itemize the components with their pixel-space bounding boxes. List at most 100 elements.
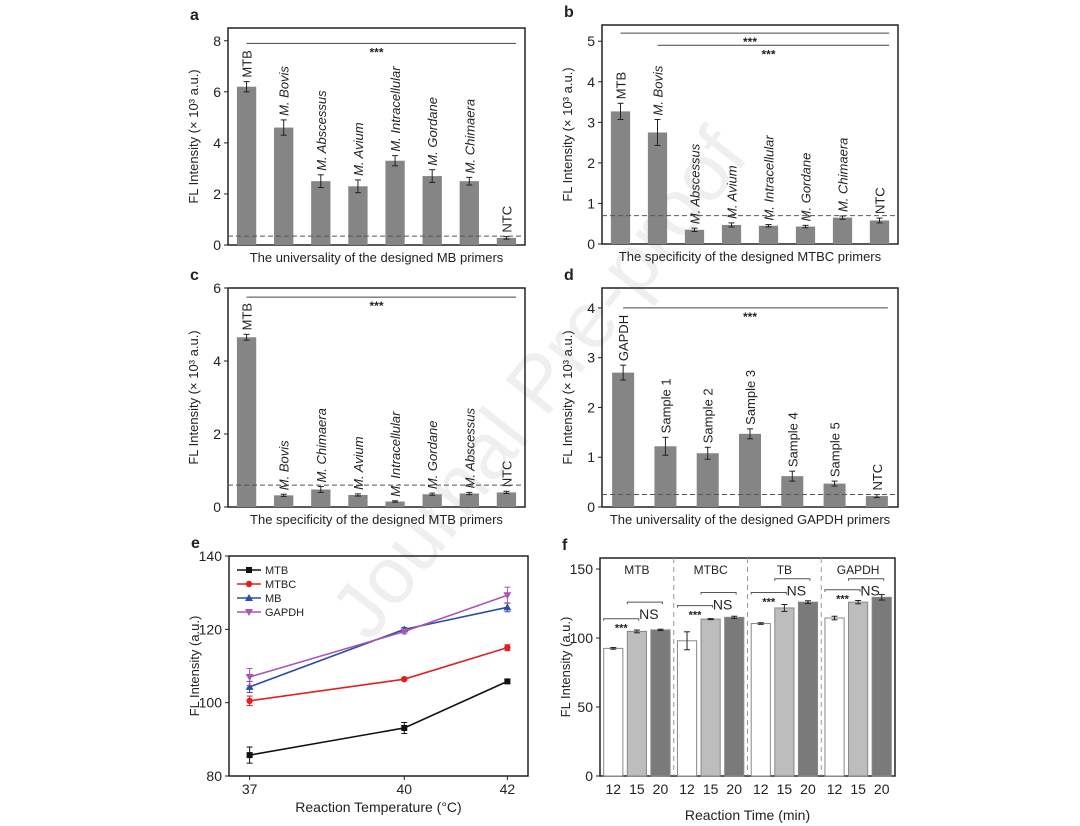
bar — [459, 493, 479, 507]
bar-label: M. Intracellular — [388, 66, 403, 152]
y-tick-label: 50 — [577, 699, 593, 715]
bar — [871, 596, 892, 777]
y-tick-label: 5 — [587, 33, 595, 49]
bar — [385, 160, 405, 245]
panel-letter: d — [564, 267, 574, 284]
bar — [724, 616, 745, 777]
x-axis-label: The universality of the designed MB prim… — [250, 250, 504, 265]
bar — [311, 181, 331, 245]
y-axis-label: FL Intensity (× 10³ a.u.) — [560, 330, 575, 464]
x-tick-label: 12 — [827, 781, 843, 797]
data-point — [245, 609, 253, 616]
bar-label: M. Gordane — [425, 420, 440, 489]
y-tick-label: 2 — [587, 399, 595, 415]
y-tick-label: 0 — [585, 768, 593, 784]
bar — [385, 501, 405, 507]
y-tick-label: 6 — [213, 280, 221, 296]
legend-label: MTB — [265, 565, 288, 577]
data-point — [503, 603, 512, 611]
bar-label: MTB — [240, 50, 255, 77]
bar — [750, 623, 771, 777]
significance-bracket — [750, 591, 787, 595]
bar-label: M. Gordane — [425, 97, 440, 166]
chart-panel-d: d 0 1 2 3 4 FL Intensity (× 10³ a.u.) GAPDH Samp… — [560, 267, 899, 527]
bar-label: NTC — [870, 464, 885, 491]
y-tick-label: 80 — [206, 768, 222, 784]
data-point — [504, 644, 511, 651]
y-tick-label: 4 — [213, 135, 221, 151]
bar-label: M. Intracellular — [388, 411, 403, 497]
y-tick-label: 0 — [213, 237, 221, 253]
bar-label: M. Avium — [351, 122, 366, 176]
bar — [832, 217, 853, 244]
y-axis-label: FL Intensity (× 10³ a.u.) — [560, 67, 575, 201]
y-tick-label: 100 — [199, 695, 223, 711]
significance-label: NS — [639, 606, 658, 622]
x-tick-label: 12 — [679, 781, 695, 797]
significance-label: *** — [369, 299, 383, 313]
panel-letter: f — [562, 537, 568, 554]
significance-label: *** — [369, 45, 383, 59]
bar — [496, 492, 517, 507]
chart-panel-b: b 0 1 2 3 4 5 FL Intensity (× 10³ a.u.) MTB M. Bo… — [560, 4, 899, 264]
bar — [824, 617, 845, 777]
bar-label: M. Avium — [351, 436, 366, 490]
data-point — [245, 594, 253, 601]
bar — [795, 226, 816, 244]
y-tick-label: 2 — [213, 186, 221, 202]
bar — [650, 629, 671, 777]
bar-label: M. Chimaera — [836, 138, 851, 212]
y-tick-label: 6 — [213, 84, 221, 100]
bar — [676, 640, 698, 777]
y-tick-label: 4 — [587, 74, 595, 90]
bar — [774, 607, 795, 777]
bar — [459, 181, 479, 245]
bar — [823, 483, 846, 507]
significance-bracket — [626, 601, 663, 605]
bar — [422, 494, 442, 507]
bar — [236, 86, 257, 245]
plot-frame — [601, 24, 899, 245]
panel-letter: b — [564, 4, 574, 21]
data-point — [246, 567, 252, 573]
significance-label: *** — [689, 610, 703, 622]
data-point — [401, 676, 408, 683]
chart-panel-f: f 0 50 100 150 FL Intensity (a.u.) MTB 12 15 20 **… — [558, 537, 896, 823]
y-tick-label: 100 — [570, 630, 594, 646]
significance-label: *** — [743, 310, 757, 324]
bar-label: M. Bovis — [277, 440, 292, 490]
bar — [654, 446, 677, 507]
significance-label: *** — [761, 47, 775, 61]
chart-panel-e: e 80 100 120 140 FL Intensity (a.u.) 37 40 42 MTB… — [187, 535, 529, 815]
bar — [274, 127, 294, 245]
legend-label: MTBC — [265, 579, 296, 591]
bar-label: M. Intracellular — [762, 135, 777, 221]
bar — [348, 494, 368, 507]
bar-label: Sample 4 — [785, 412, 800, 467]
bar — [696, 453, 719, 507]
y-tick-label: 120 — [199, 621, 223, 637]
bar — [700, 618, 721, 777]
bar-label: M. Abscessus — [688, 143, 703, 224]
significance-label: NS — [860, 583, 879, 599]
bar — [422, 176, 442, 245]
group-label: TB — [777, 563, 792, 577]
y-tick-label: 8 — [213, 33, 221, 49]
group-label: MTB — [624, 563, 649, 577]
data-point — [503, 592, 512, 600]
bar-label: NTC — [499, 206, 514, 233]
bar — [610, 111, 631, 244]
data-point — [245, 682, 254, 690]
x-tick-label: 12 — [753, 781, 769, 797]
bar — [626, 630, 647, 777]
y-tick-label: 3 — [587, 350, 595, 366]
bar — [739, 433, 761, 507]
significance-label: NS — [787, 583, 806, 599]
group-label: MTBC — [694, 563, 728, 577]
x-tick-label: 42 — [500, 781, 516, 797]
y-axis-label: FL Intensity (× 10³ a.u.) — [186, 69, 201, 203]
bar — [348, 186, 368, 245]
x-tick-label: 20 — [800, 781, 816, 797]
plot-frame — [228, 555, 529, 777]
bar-label: M. Chimaera — [314, 408, 329, 482]
